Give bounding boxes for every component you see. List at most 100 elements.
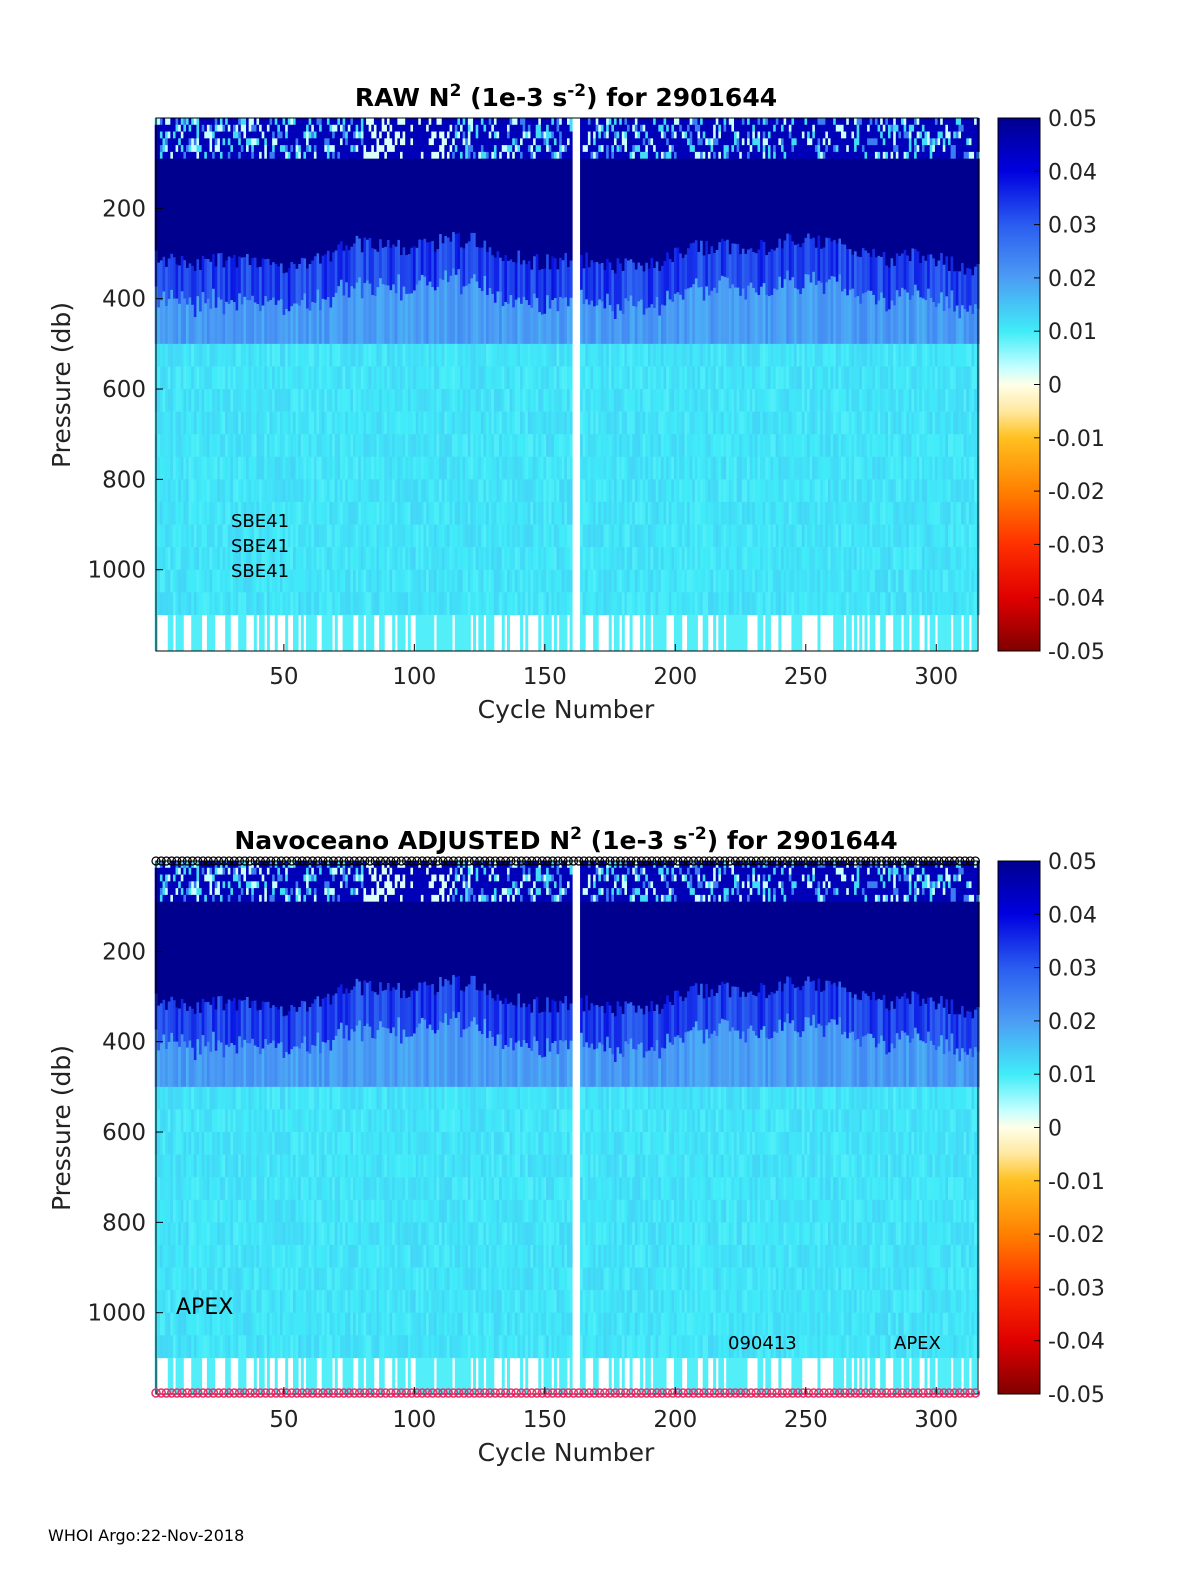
heatmap-cell [441, 243, 445, 281]
heatmap-cell [739, 145, 743, 153]
heatmap-cell [567, 306, 571, 345]
heatmap-cell [446, 158, 450, 238]
heatmap-cell [752, 524, 756, 548]
heatmap-cell [514, 366, 518, 390]
heatmap-cell [593, 262, 597, 307]
heatmap-cell [760, 158, 764, 241]
heatmap-cell [679, 569, 683, 593]
heatmap-cell [191, 524, 195, 548]
heatmap-cell [418, 614, 422, 652]
heatmap-cell [470, 343, 474, 367]
heatmap-cell [681, 151, 685, 159]
heatmap-cell [660, 547, 664, 570]
heatmap-cell [368, 389, 372, 412]
heatmap-cell [410, 524, 414, 548]
heatmap-cell [655, 569, 659, 593]
heatmap-cell [676, 292, 680, 345]
heatmap-cell [261, 479, 265, 503]
heatmap-cell [162, 479, 166, 503]
heatmap-cell [707, 131, 711, 139]
heatmap-cell [410, 366, 414, 390]
heatmap-cell [637, 343, 641, 367]
heatmap-cell [251, 258, 255, 297]
heatmap-cell [705, 524, 709, 548]
heatmap-cell [386, 569, 390, 593]
heatmap-cell [230, 138, 234, 146]
heatmap-cell [634, 158, 638, 270]
heatmap-cell [653, 524, 657, 548]
heatmap-cell [616, 592, 620, 616]
heatmap-cell [598, 592, 602, 616]
heatmap-cell [399, 411, 403, 435]
heatmap-cell [407, 158, 411, 255]
heatmap-cell [744, 299, 748, 345]
heatmap-cell [658, 456, 662, 480]
heatmap-cell [222, 411, 226, 435]
heatmap-cell [705, 366, 709, 390]
heatmap-cell [465, 151, 469, 159]
heatmap-cell [480, 131, 484, 139]
heatmap-cell [606, 293, 610, 345]
heatmap-cell [655, 343, 659, 367]
heatmap-cell [590, 456, 594, 480]
heatmap-cell [728, 592, 732, 616]
heatmap-cell [486, 251, 490, 296]
heatmap-cell [645, 524, 649, 548]
heatmap-cell [564, 592, 568, 616]
heatmap-cell [251, 389, 255, 412]
heatmap-cell [673, 118, 677, 126]
heatmap-cell [535, 131, 539, 139]
heatmap-cell [235, 138, 239, 146]
heatmap-cell [232, 366, 236, 390]
heatmap-cell [319, 411, 323, 435]
heatmap-cell [731, 479, 735, 503]
heatmap-cell [413, 118, 417, 126]
heatmap-cell [201, 255, 205, 293]
heatmap-cell [178, 614, 182, 652]
heatmap-cell [219, 158, 223, 254]
heatmap-cell [191, 569, 195, 593]
heatmap-cell [663, 501, 667, 525]
heatmap-cell [692, 242, 696, 285]
heatmap-cell [350, 569, 354, 593]
heatmap-cell [569, 614, 573, 652]
heatmap-cell [553, 131, 557, 139]
heatmap-cell [199, 343, 203, 367]
heatmap-cell [551, 343, 555, 367]
heatmap-cell [248, 547, 252, 570]
heatmap-cell [551, 300, 555, 345]
heatmap-cell [616, 434, 620, 458]
heatmap-cell [282, 592, 286, 616]
heatmap-cell [585, 158, 589, 253]
heatmap-cell [178, 343, 182, 367]
heatmap-cell [428, 592, 432, 616]
heatmap-cell [253, 411, 257, 435]
heatmap-cell [358, 456, 362, 480]
heatmap-cell [619, 592, 623, 616]
heatmap-cell [478, 366, 482, 390]
heatmap-cell [734, 547, 738, 570]
heatmap-cell [506, 118, 510, 126]
heatmap-cell [355, 145, 359, 153]
heatmap-cell [600, 366, 604, 390]
heatmap-cell [180, 411, 184, 435]
heatmap-cell [321, 547, 325, 570]
heatmap-cell [692, 547, 696, 570]
heatmap-cell [561, 524, 565, 548]
heatmap-cell [376, 251, 380, 288]
heatmap-cell [715, 145, 719, 153]
heatmap-cell [671, 138, 675, 146]
heatmap-cell [368, 524, 372, 548]
heatmap-cell [710, 290, 714, 345]
heatmap-cell [214, 479, 218, 503]
heatmap-cell [172, 389, 176, 412]
heatmap-cell [467, 343, 471, 367]
heatmap-cell [178, 303, 182, 345]
heatmap-cell [655, 124, 659, 132]
heatmap-cell [410, 124, 414, 132]
heatmap-cell [483, 131, 487, 139]
heatmap-cell [715, 456, 719, 480]
heatmap-cell [287, 268, 291, 312]
heatmap-cell [392, 411, 396, 435]
heatmap-cell [522, 366, 526, 390]
